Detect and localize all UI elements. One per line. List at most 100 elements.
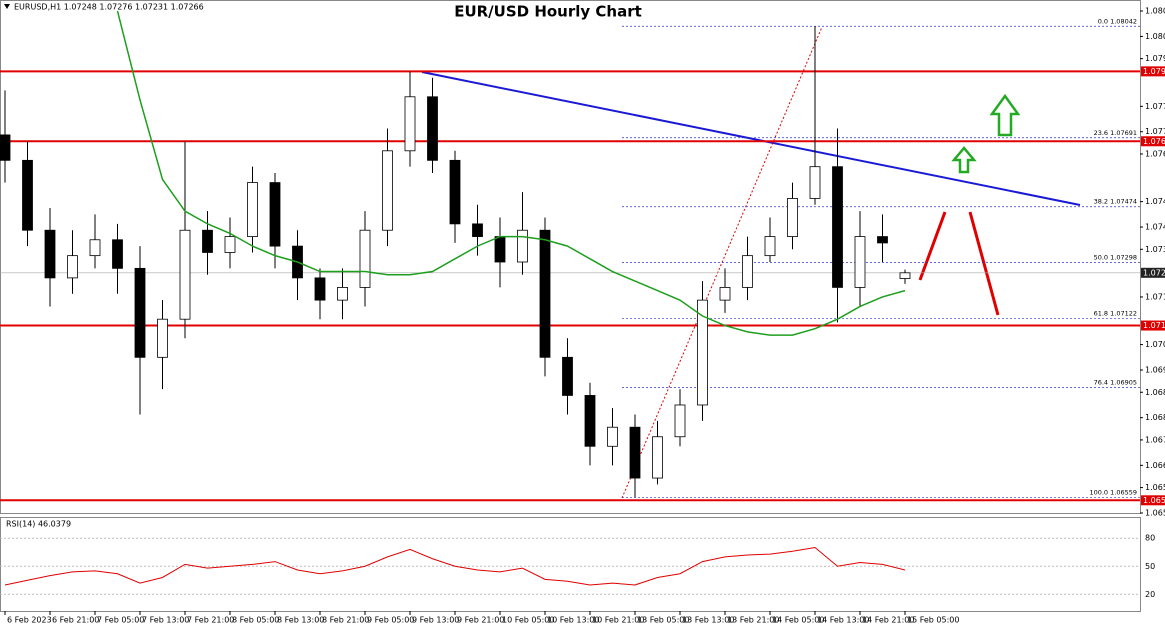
x-tick-label: 13 Feb 21:00 [727,616,779,625]
level-box [1141,136,1165,147]
x-tick-label: 6 Feb 2023 [7,616,52,625]
x-tick-label: 14 Feb 21:00 [862,616,914,625]
candle-body [224,236,236,253]
trendline [421,71,1081,206]
y-tick-label: 1.0681 [1145,413,1165,422]
y-tick-label: 1.0734 [1145,245,1165,254]
candle-body [157,318,168,358]
candle-body [539,229,551,358]
candle-body [404,96,416,152]
fib-label: 100.0 1.06559 [1089,488,1137,496]
candle-body [854,236,866,288]
candle-body [517,229,528,263]
candle-body [899,272,911,279]
fib-label: 76.4 1.06905 [1094,379,1137,387]
candle-body [652,436,663,479]
y-tick-label: 1.0666 [1145,461,1165,470]
candle-body [809,166,821,199]
candle-body [787,198,798,237]
x-tick-label: 8 Feb 05:00 [232,616,279,625]
x-tick-label: 8 Feb 13:00 [277,616,324,625]
x-tick-label: 15 Feb 05:00 [907,616,959,625]
fib-label: 50.0 1.07298 [1094,254,1137,262]
level-box [1141,320,1165,331]
y-tick-label: 1.0741 [1145,223,1165,232]
x-tick-label: 10 Feb 05:00 [502,616,554,625]
x-tick-label: 14 Feb 13:00 [817,616,869,625]
moving-average [116,10,906,336]
candle-body [382,150,393,231]
candle-body [719,287,731,301]
candle-body [607,426,618,447]
level-label: 1.0790 [1143,67,1165,76]
level-box [1141,66,1165,77]
candle-body [22,159,33,231]
candle-body [494,236,506,263]
candle-body [562,356,573,396]
level-box [1141,495,1165,506]
candle-body [202,229,213,253]
candle-body [269,182,281,247]
x-tick-label: 10 Feb 21:00 [592,616,644,625]
candle-body [832,166,843,288]
candle-body [179,229,191,320]
candle-body [359,229,371,288]
header: EURUSD,H1 1.07248 1.07276 1.07231 1.0726… [14,3,204,12]
x-tick-label: 7 Feb 05:00 [97,616,144,625]
fib-label: 61.8 1.07122 [1094,310,1137,318]
level-label: 1.0655 [1143,496,1165,505]
level-label: 1.0768 [1143,137,1165,146]
fib-label: 23.6 1.07691 [1094,129,1137,137]
main-panel [0,0,1141,514]
x-tick-label: 13 Feb 13:00 [682,616,734,625]
y-tick-label: 1.0779 [1145,102,1165,111]
y-tick-label: 1.0696 [1145,366,1165,375]
fib-label: 38.2 1.07474 [1094,198,1137,206]
x-tick-label: 8 Feb 21:00 [322,616,369,625]
move-line [918,211,947,281]
x-tick-label: 13 Feb 05:00 [637,616,689,625]
y-tick-label: 1.0809 [1145,7,1165,16]
y-tick-label: 1.0704 [1145,340,1165,349]
y-tick-label: 1.0651 [1145,509,1165,518]
level-label: 1.0710 [1143,321,1165,330]
up-arrow [989,93,1021,137]
candle-body [337,287,348,301]
current-price-label: 1.0726 [1143,268,1165,277]
candle-body [449,159,461,225]
fib-anchor [621,26,823,499]
rsi-tick-label: 50 [1145,562,1155,571]
candle-body [67,255,78,279]
candle-body [742,255,753,288]
move-line [968,211,1000,316]
candle-body [472,223,483,237]
candle-body [877,236,888,244]
candle-body [674,404,686,438]
up-arrow [951,146,977,174]
y-tick-label: 1.0689 [1145,388,1165,397]
x-tick-label: 7 Feb 21:00 [187,616,234,625]
rsi-line [4,547,906,586]
candle-body [584,395,596,447]
x-tick-label: 9 Feb 13:00 [412,616,459,625]
candle-body [427,96,438,161]
x-tick-label: 9 Feb 05:00 [367,616,414,625]
fib-label: 0.0 1.08042 [1098,17,1137,25]
rsi-panel [0,517,1141,612]
x-tick-label: 10 Feb 13:00 [547,616,599,625]
candle-body [89,239,101,257]
y-tick-label: 1.0674 [1145,435,1165,444]
header-icon [4,4,10,9]
y-tick-label: 1.0749 [1145,197,1165,206]
candle-body [314,277,326,301]
x-tick-label: 9 Feb 21:00 [457,616,504,625]
y-tick-label: 1.0719 [1145,292,1165,301]
candle-body [112,239,123,269]
candle-body [629,426,641,479]
y-tick-label: 1.0764 [1145,149,1165,158]
candle-body [247,182,258,237]
x-tick-label: 7 Feb 13:00 [142,616,189,625]
rsi-tick-label: 80 [1145,534,1155,543]
